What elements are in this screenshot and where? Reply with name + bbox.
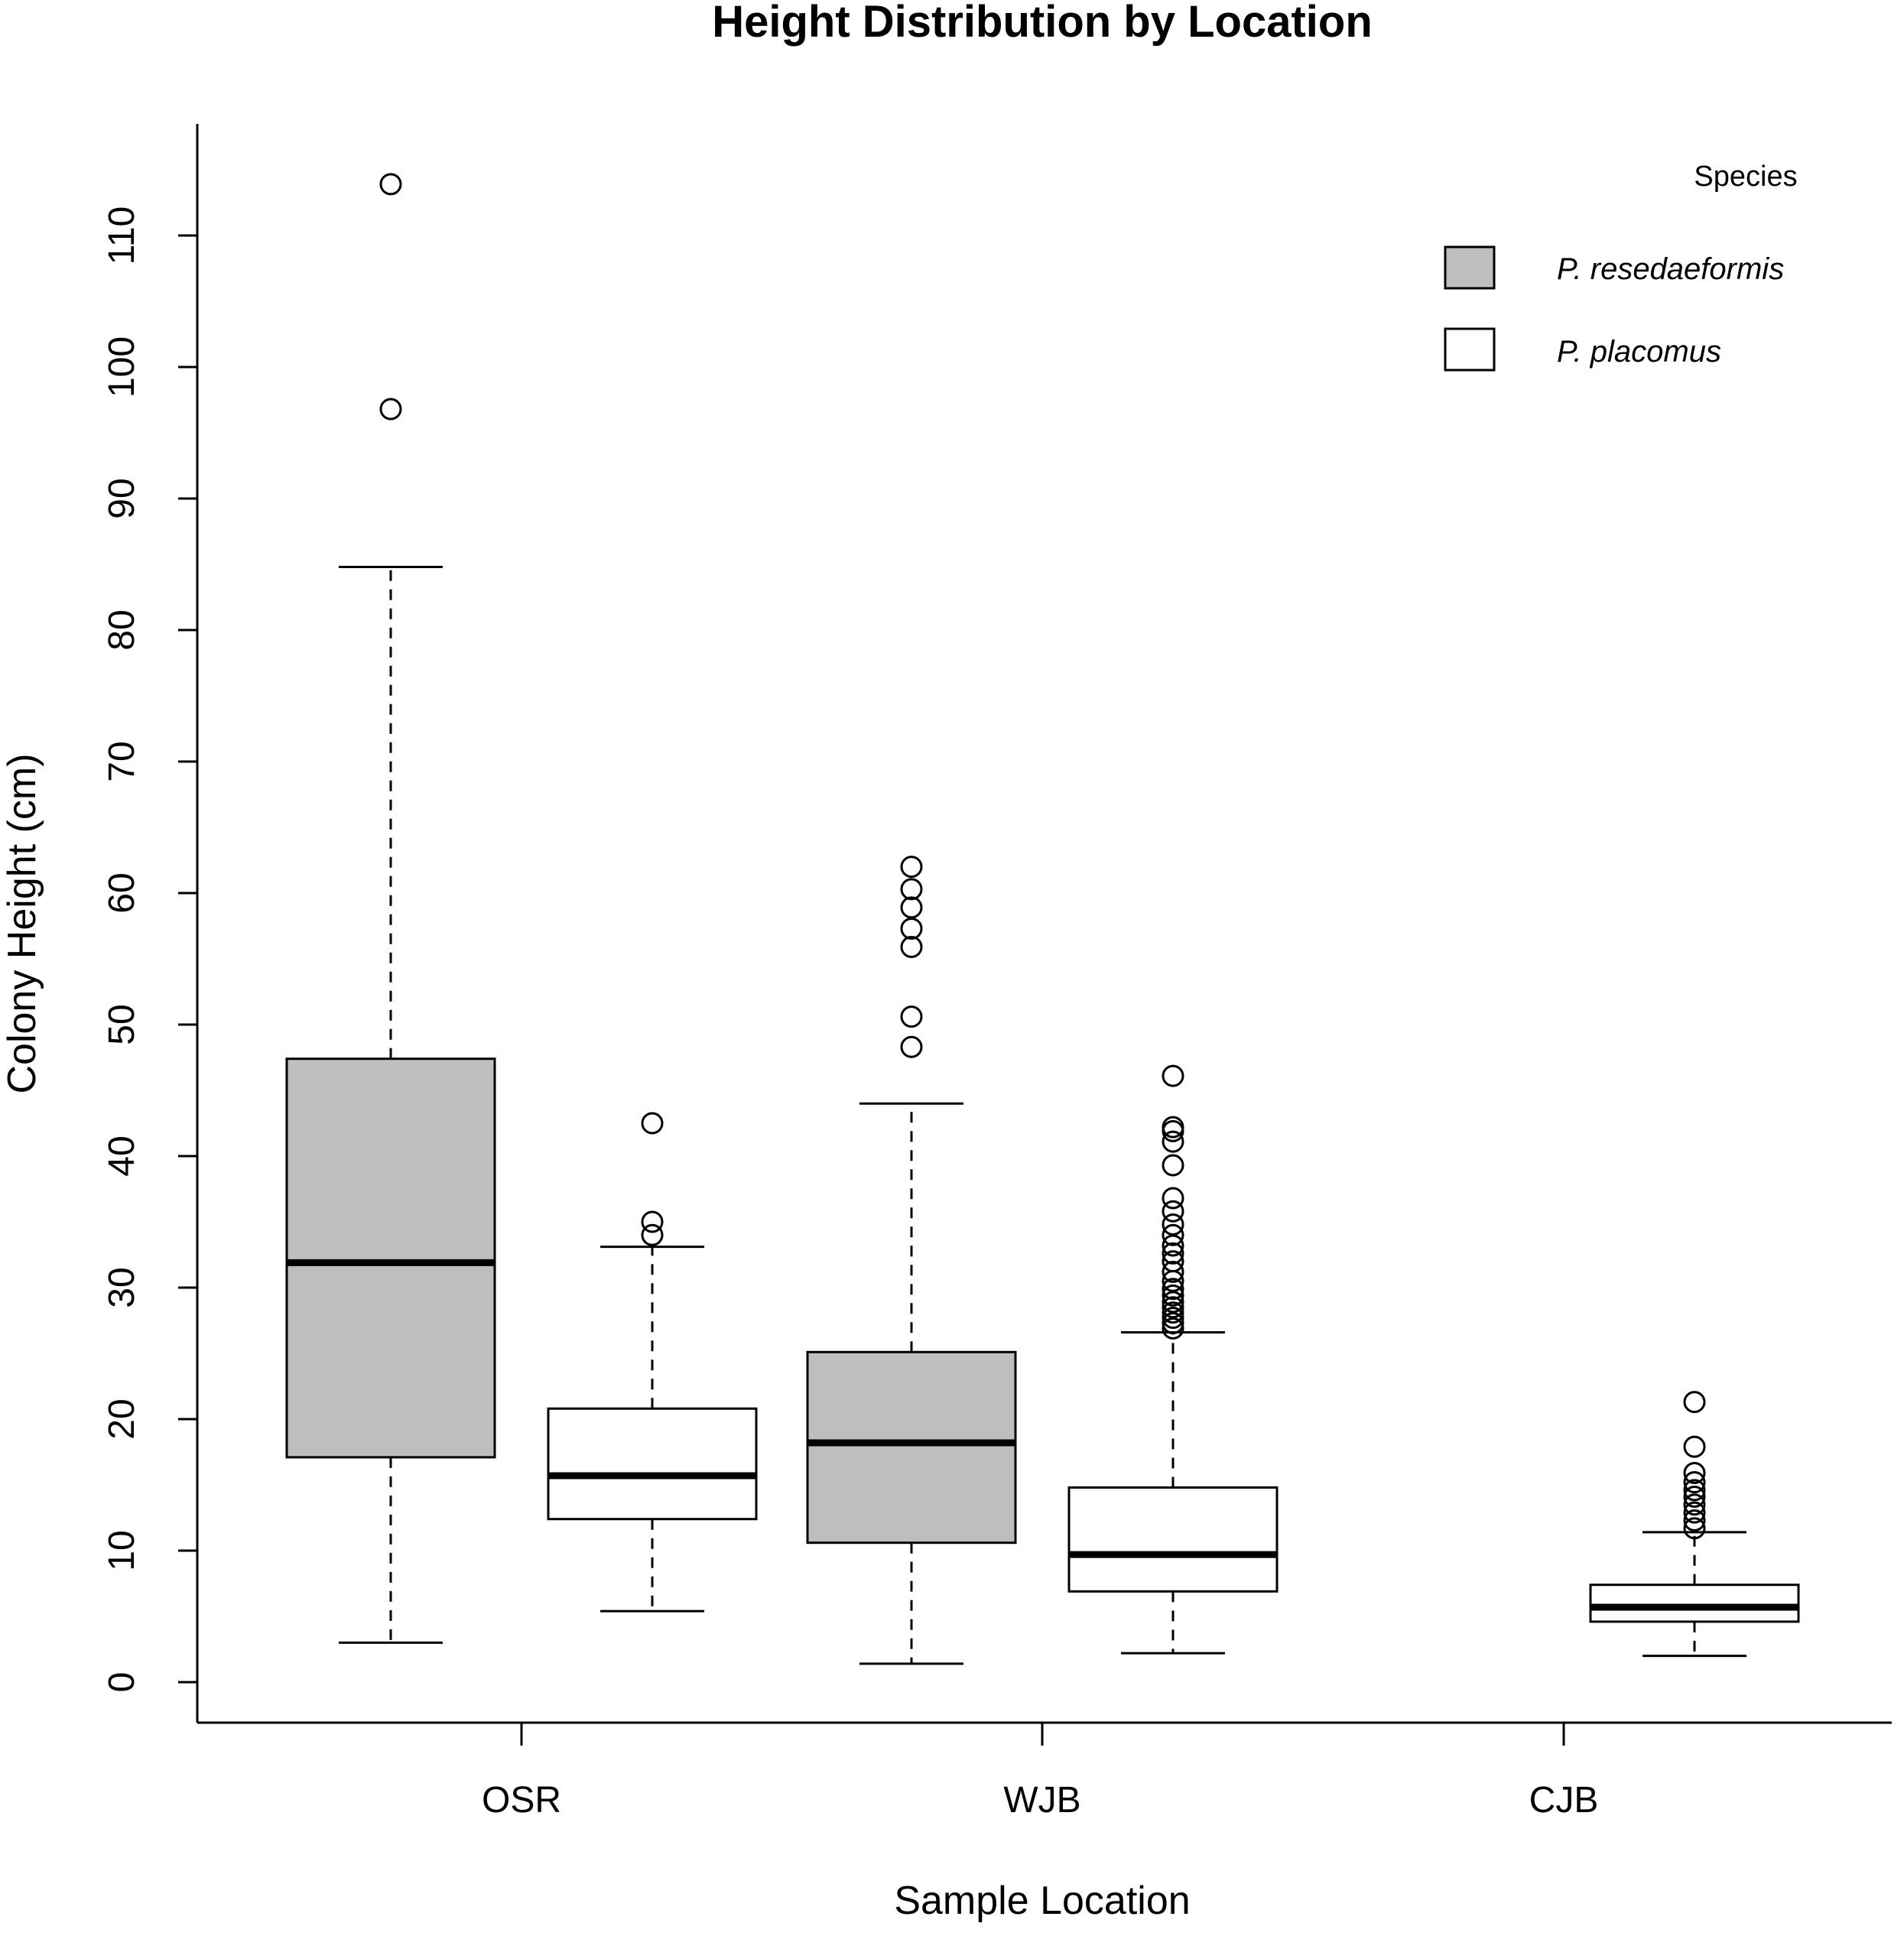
x-axis-ticks: OSR WJB CJB (482, 1723, 1598, 1821)
box-osr-p-placomus (547, 1112, 758, 1613)
y-axis-label: Colony Height (cm) (0, 753, 44, 1093)
outlier-point (1683, 1501, 1706, 1524)
legend-label-p-placomus: P. placomus (1557, 335, 1721, 369)
outlier-point (1683, 1493, 1706, 1516)
outlier-point (1162, 1213, 1184, 1236)
y-tick-label-60: 60 (102, 872, 142, 913)
outlier-point (1162, 1187, 1184, 1210)
outlier-point (900, 878, 923, 901)
outlier-point (641, 1223, 664, 1246)
outlier-point (1162, 1064, 1184, 1087)
box-cjb-p-placomus (1589, 1391, 1800, 1658)
outlier-point (1162, 1307, 1184, 1330)
box-wjb-p-resedaeformis (806, 856, 1017, 1665)
outlier-point (1162, 1296, 1184, 1319)
outlier-point (1683, 1462, 1706, 1485)
outlier-point (1162, 1234, 1184, 1257)
y-tick-label-40: 40 (102, 1135, 142, 1176)
outlier-point (1683, 1391, 1706, 1414)
iqr-box (1589, 1584, 1800, 1623)
outlier-point (1683, 1471, 1706, 1494)
x-tick-label-wjb: WJB (1003, 1780, 1080, 1821)
legend: Species P. resedaeformis P. placomus (1444, 161, 1798, 372)
outlier-point (1162, 1301, 1184, 1324)
outlier-point (1162, 1260, 1184, 1283)
outlier-point (641, 1112, 664, 1135)
y-tick-label-70: 70 (102, 741, 142, 781)
outlier-point (1162, 1278, 1184, 1301)
y-axis-ticks: 0 10 20 30 40 50 60 70 80 90 100 110 (102, 206, 197, 1693)
outlier-point (379, 173, 402, 196)
outlier-point (1683, 1517, 1706, 1540)
box-wjb-p-placomus (1067, 1064, 1279, 1655)
legend-swatch-p-placomus (1444, 327, 1496, 372)
y-tick-label-110: 110 (102, 206, 142, 265)
outlier-point (1683, 1485, 1706, 1508)
outlier-point (900, 1005, 923, 1028)
outlier-point (1162, 1250, 1184, 1273)
outlier-point (900, 936, 923, 959)
y-tick-label-80: 80 (102, 609, 142, 650)
outlier-point (1162, 1311, 1184, 1334)
y-tick-label-0: 0 (102, 1672, 142, 1693)
iqr-box (547, 1407, 758, 1521)
legend-label-p-resedaeformis: P. resedaeformis (1557, 252, 1784, 286)
plot-area (285, 173, 1800, 1665)
outlier-point (1162, 1284, 1184, 1307)
outlier-point (1683, 1509, 1706, 1532)
outlier-point (1162, 1242, 1184, 1265)
y-tick-label-30: 30 (102, 1267, 142, 1307)
outlier-point (641, 1210, 664, 1233)
iqr-box (285, 1057, 496, 1459)
x-tick-label-osr: OSR (482, 1780, 561, 1821)
iqr-box (806, 1350, 1017, 1545)
outlier-point (379, 398, 402, 421)
x-tick-label-cjb: CJB (1529, 1780, 1599, 1821)
y-tick-label-10: 10 (102, 1530, 142, 1571)
y-tick-label-50: 50 (102, 1004, 142, 1044)
outlier-point (1683, 1479, 1706, 1502)
outlier-point (1162, 1154, 1184, 1177)
outlier-point (900, 917, 923, 940)
outlier-point (900, 896, 923, 919)
outlier-point (1162, 1116, 1184, 1139)
y-tick-label-100: 100 (102, 336, 142, 398)
legend-swatch-p-resedaeformis (1444, 245, 1496, 290)
box-osr-p-resedaeformis (285, 173, 496, 1644)
outlier-point (900, 1035, 923, 1058)
y-tick-label-90: 90 (102, 478, 142, 518)
outlier-point (1162, 1317, 1184, 1340)
outlier-point (1162, 1130, 1184, 1153)
chart-title: Height Distribution by Location (712, 0, 1373, 47)
outlier-point (900, 856, 923, 879)
iqr-box (1067, 1486, 1279, 1593)
x-axis-label: Sample Location (894, 1879, 1190, 1923)
outlier-point (1162, 1291, 1184, 1314)
outlier-point (1683, 1435, 1706, 1458)
legend-title: Species (1694, 161, 1797, 193)
y-tick-label-20: 20 (102, 1398, 142, 1439)
outlier-point (1162, 1200, 1184, 1223)
outlier-point (1162, 1223, 1184, 1246)
